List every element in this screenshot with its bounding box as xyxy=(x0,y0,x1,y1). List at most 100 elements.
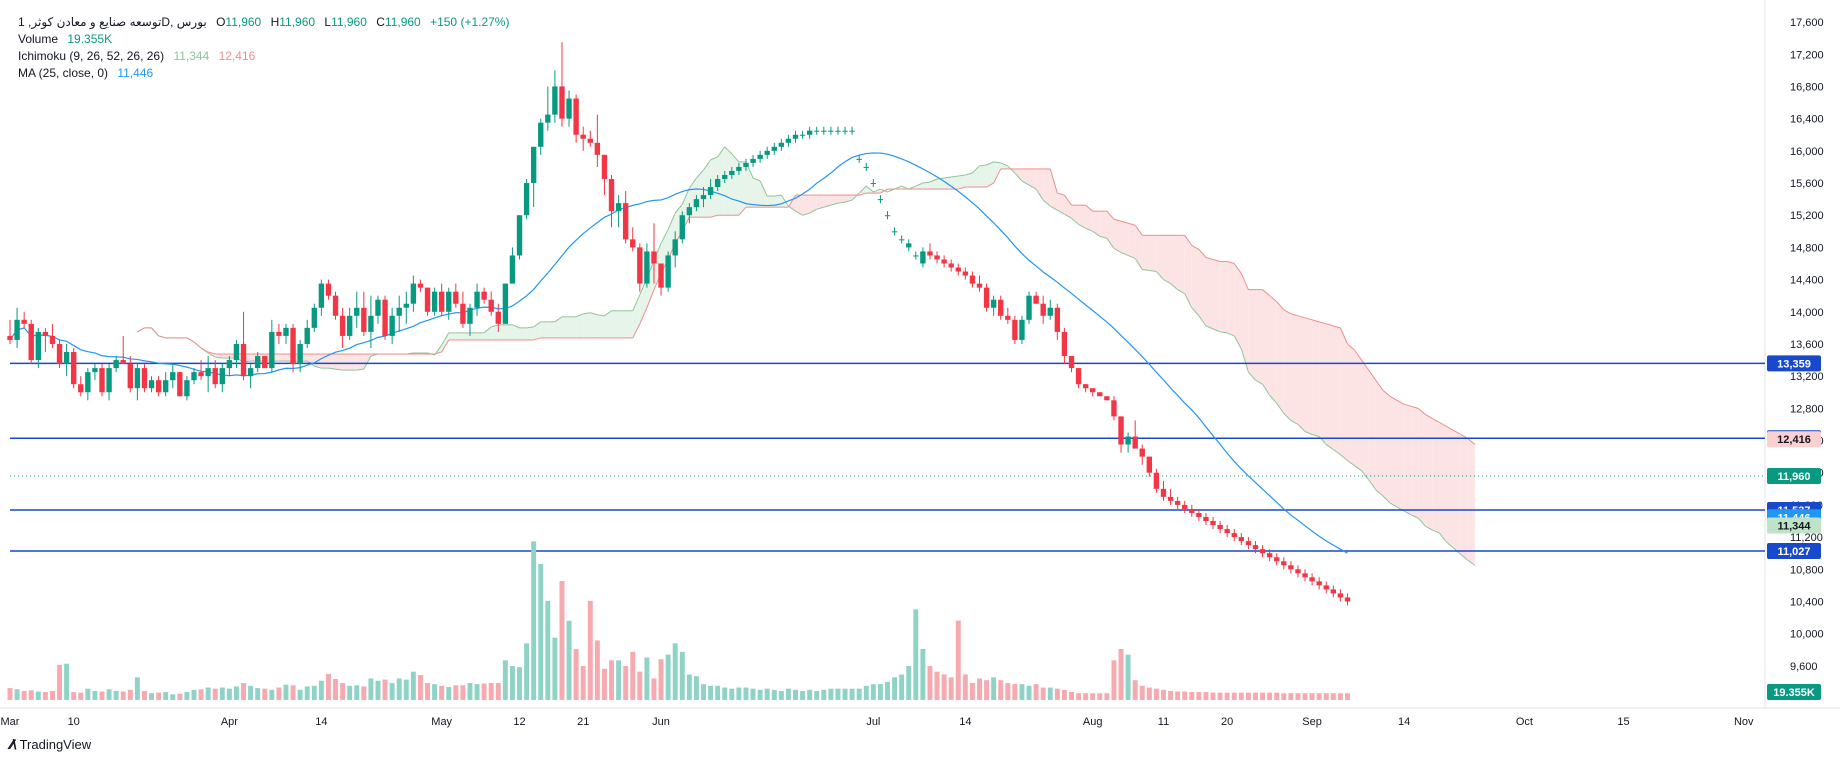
open-label: O xyxy=(216,15,226,29)
volume-bar xyxy=(920,649,926,700)
volume-bar xyxy=(1302,693,1308,700)
lead1-segment xyxy=(830,202,839,206)
candle-body xyxy=(233,343,240,361)
cloud-segment xyxy=(590,312,598,338)
lead1-segment xyxy=(590,312,598,316)
ichimoku-label: Ichimoku (9, 26, 52, 26, 26) xyxy=(18,49,165,63)
lead1-segment xyxy=(1311,434,1320,437)
lead2-segment xyxy=(1368,369,1377,381)
candle-body xyxy=(637,247,643,284)
lead1-segment xyxy=(356,368,364,371)
candle-body xyxy=(615,203,622,212)
lead1-segment xyxy=(1347,460,1355,467)
candle xyxy=(750,154,756,167)
lead1-segment xyxy=(972,165,980,174)
volume-bar xyxy=(241,683,247,700)
volume-bar xyxy=(1161,689,1166,700)
candle-body xyxy=(941,259,947,264)
cloud-segment xyxy=(979,164,987,188)
cloud-segment xyxy=(731,153,739,216)
candle xyxy=(920,247,926,268)
volume-bar xyxy=(432,684,438,700)
lead1-segment xyxy=(851,192,860,201)
time-tick-label: Jun xyxy=(652,716,670,728)
cloud-segment xyxy=(1389,396,1398,507)
lead2-segment xyxy=(1432,417,1440,423)
lead1-segment xyxy=(1290,419,1299,425)
volume-bars xyxy=(7,541,1350,700)
cloud-segment xyxy=(760,181,768,208)
volume-bar xyxy=(382,679,388,700)
time-tick-label: May xyxy=(431,716,452,728)
time-tick-label: Nov xyxy=(1734,716,1754,728)
volume-bar xyxy=(177,693,183,700)
candle-body xyxy=(920,251,926,264)
cloud-segment xyxy=(1439,422,1447,543)
candle xyxy=(990,295,997,316)
volume-bar xyxy=(948,677,954,700)
lead1-segment xyxy=(993,161,1001,164)
lead1-segment xyxy=(1035,188,1044,201)
volume-bar xyxy=(1005,683,1011,700)
candle xyxy=(339,307,346,348)
candle xyxy=(814,126,820,135)
volume-bar xyxy=(1061,689,1067,700)
lead2-segment xyxy=(1361,359,1370,371)
price-tick-label: 17,200 xyxy=(1790,49,1824,61)
volume-bar xyxy=(998,680,1004,700)
candle-body xyxy=(1281,561,1287,566)
candle-body xyxy=(714,178,721,188)
candle-body xyxy=(538,122,544,147)
volume-row[interactable]: Volume 19.355K xyxy=(18,31,515,48)
volume-bar xyxy=(57,664,63,700)
last-price-tag: 11,960 xyxy=(1767,467,1821,484)
lead1-segment xyxy=(1425,525,1433,531)
symbol-label[interactable]: توسعه صنايع و معادن کوثر, 1D, بورس xyxy=(18,15,207,29)
cloud-segment xyxy=(1467,438,1475,566)
volume-bar xyxy=(1146,687,1152,700)
candle xyxy=(764,146,770,159)
ma-row[interactable]: MA (25, close, 0) 11,446 xyxy=(18,65,515,82)
candle xyxy=(28,319,34,365)
volume-bar xyxy=(693,676,699,700)
candle xyxy=(254,352,261,373)
cloud-segment xyxy=(1050,168,1058,211)
lead2-segment xyxy=(1233,263,1242,274)
lead1-segment xyxy=(951,175,959,178)
lead1-segment xyxy=(1099,235,1108,239)
lead2-segment xyxy=(880,188,888,194)
lead1-segment xyxy=(1233,335,1242,350)
lead1-segment xyxy=(1007,165,1016,174)
ma-value: 11,446 xyxy=(117,66,154,80)
lead1-segment xyxy=(795,210,803,216)
candle-body xyxy=(318,283,325,308)
candle xyxy=(601,154,608,196)
price-tick-label: 14,000 xyxy=(1790,307,1824,319)
lead1-segment xyxy=(632,294,641,311)
lead2-segment xyxy=(1375,379,1384,391)
lead1-segment xyxy=(1460,553,1469,561)
cloud-segment xyxy=(1220,261,1228,333)
candle-body xyxy=(1068,356,1075,369)
candle-body xyxy=(1224,529,1230,534)
ichimoku-row[interactable]: Ichimoku (9, 26, 52, 26, 26) 11,344 12,4… xyxy=(18,48,515,65)
volume-bar xyxy=(934,671,940,700)
volume-tag-bg xyxy=(1767,684,1821,700)
volume-bar xyxy=(141,690,147,700)
volume-bar xyxy=(899,674,905,700)
cloud-segment xyxy=(455,332,463,340)
volume-bar xyxy=(255,688,261,700)
price-axis: 9,60010,00010,40010,80011,20011,60012,00… xyxy=(1767,17,1824,700)
tradingview-brand[interactable]: ⁄⁄\ TradingView xyxy=(10,736,91,752)
last-price-tag-text: 11,960 xyxy=(1777,471,1810,483)
lead2-segment xyxy=(1446,426,1454,431)
candle-body xyxy=(7,335,13,340)
cloud-segment xyxy=(1227,261,1235,336)
candle xyxy=(396,295,402,332)
cloud-segment xyxy=(569,316,577,338)
lead1-segment xyxy=(667,212,676,230)
cloud-segment xyxy=(1135,225,1143,270)
candle xyxy=(1281,557,1287,570)
candle-body xyxy=(1104,396,1110,401)
